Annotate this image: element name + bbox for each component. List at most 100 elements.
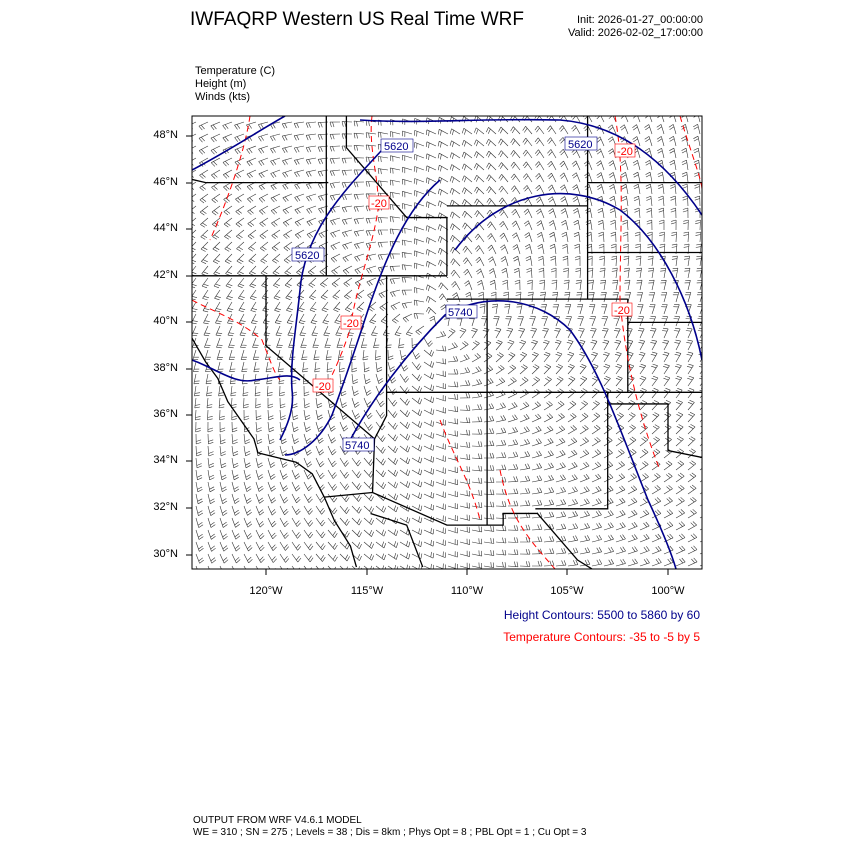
wind-barb bbox=[493, 316, 500, 327]
wind-barb bbox=[465, 291, 473, 303]
wind-barb bbox=[645, 183, 653, 195]
wind-barb bbox=[627, 424, 636, 435]
wind-barb bbox=[483, 477, 495, 483]
wind-barb bbox=[607, 116, 617, 123]
wind-barb bbox=[270, 157, 281, 166]
wind-barb bbox=[258, 145, 269, 154]
wind-barb bbox=[503, 291, 509, 303]
wind-barb bbox=[329, 121, 341, 128]
state-boundaries bbox=[192, 116, 702, 569]
wind-barb bbox=[555, 413, 565, 423]
wind-barb bbox=[591, 351, 598, 363]
boundary-line bbox=[192, 178, 329, 184]
wind-barb bbox=[683, 231, 689, 243]
wind-barb bbox=[668, 124, 677, 135]
wind-barb bbox=[603, 559, 614, 567]
wind-barb bbox=[471, 514, 483, 521]
wind-barb bbox=[591, 461, 602, 471]
wind-barb bbox=[222, 121, 233, 130]
wind-barb bbox=[694, 183, 701, 195]
wind-barb bbox=[563, 267, 569, 279]
wind-barb bbox=[375, 481, 386, 490]
boundary-line bbox=[371, 275, 388, 493]
wind-barb bbox=[235, 205, 245, 216]
wind-barb bbox=[531, 536, 543, 543]
wind-barb bbox=[474, 198, 485, 207]
wind-barb bbox=[687, 460, 696, 471]
wind-barb bbox=[531, 450, 542, 459]
wind-barb bbox=[547, 149, 557, 159]
wind-barb bbox=[561, 220, 569, 231]
wind-barb bbox=[567, 449, 578, 459]
wind-barb bbox=[423, 467, 435, 475]
wind-barb bbox=[471, 453, 483, 460]
wind-barb bbox=[195, 565, 198, 569]
wind-barb bbox=[223, 217, 233, 228]
wind-barb bbox=[500, 244, 509, 255]
wind-barb bbox=[563, 279, 570, 291]
wind-barb bbox=[277, 361, 284, 373]
wind-barb bbox=[554, 339, 562, 351]
wind-barb bbox=[494, 327, 502, 339]
wind-barb bbox=[675, 436, 684, 447]
wind-barb bbox=[483, 525, 495, 532]
wind-barb bbox=[330, 229, 341, 238]
wind-barb bbox=[399, 564, 411, 569]
wind-barb bbox=[258, 157, 269, 166]
wind-barb bbox=[303, 529, 314, 539]
wind-barb bbox=[675, 497, 685, 507]
wind-barb bbox=[495, 402, 506, 411]
wind-barb bbox=[484, 452, 495, 459]
wind-barb bbox=[394, 325, 402, 337]
wind-barb bbox=[514, 279, 521, 291]
wind-barb bbox=[271, 229, 281, 240]
wind-barb bbox=[240, 349, 247, 360]
wind-barb bbox=[645, 116, 653, 123]
wind-barb bbox=[377, 229, 388, 236]
wind-barb bbox=[275, 325, 283, 337]
wind-barb bbox=[303, 433, 312, 444]
wind-barb bbox=[435, 419, 446, 426]
wind-barb bbox=[519, 352, 528, 363]
field-winds: Winds (kts) bbox=[195, 91, 250, 103]
wind-barb bbox=[567, 511, 578, 519]
wind-barb bbox=[320, 277, 329, 288]
wind-barb bbox=[507, 451, 519, 459]
wind-barb bbox=[645, 171, 653, 183]
wind-barb bbox=[459, 514, 470, 521]
wind-barb bbox=[646, 219, 653, 231]
wind-barb bbox=[518, 327, 525, 339]
wind-barb bbox=[353, 181, 365, 188]
wind-barb bbox=[636, 292, 643, 303]
wind-barb bbox=[699, 437, 702, 447]
wind-barb bbox=[687, 424, 696, 435]
wind-barb bbox=[435, 539, 446, 546]
wind-barb bbox=[459, 478, 471, 485]
wind-barb bbox=[303, 421, 311, 432]
wind-barb bbox=[603, 534, 614, 543]
wind-barb bbox=[320, 289, 329, 300]
wind-barb bbox=[510, 161, 521, 171]
wind-barb bbox=[333, 301, 341, 312]
wind-barb bbox=[683, 255, 690, 267]
wind-barb bbox=[199, 181, 209, 192]
wind-barb bbox=[645, 195, 653, 207]
wind-barb bbox=[267, 398, 274, 409]
wind-barb bbox=[267, 445, 275, 457]
wind-barb bbox=[327, 493, 338, 503]
wind-barb bbox=[522, 137, 533, 147]
wind-barb bbox=[657, 116, 665, 123]
wind-barb bbox=[519, 364, 528, 375]
wind-barb bbox=[449, 164, 461, 171]
wind-barb bbox=[627, 558, 638, 567]
wind-barb bbox=[219, 421, 226, 433]
wind-barb bbox=[341, 193, 353, 201]
wind-barb bbox=[474, 186, 485, 195]
wind-barb bbox=[362, 349, 369, 361]
lat-label: 42°N bbox=[153, 269, 178, 281]
wind-barb bbox=[486, 150, 497, 159]
wind-barb bbox=[675, 557, 686, 567]
wind-barb bbox=[305, 145, 317, 153]
wind-barb bbox=[686, 351, 694, 363]
wind-barb bbox=[649, 304, 656, 315]
